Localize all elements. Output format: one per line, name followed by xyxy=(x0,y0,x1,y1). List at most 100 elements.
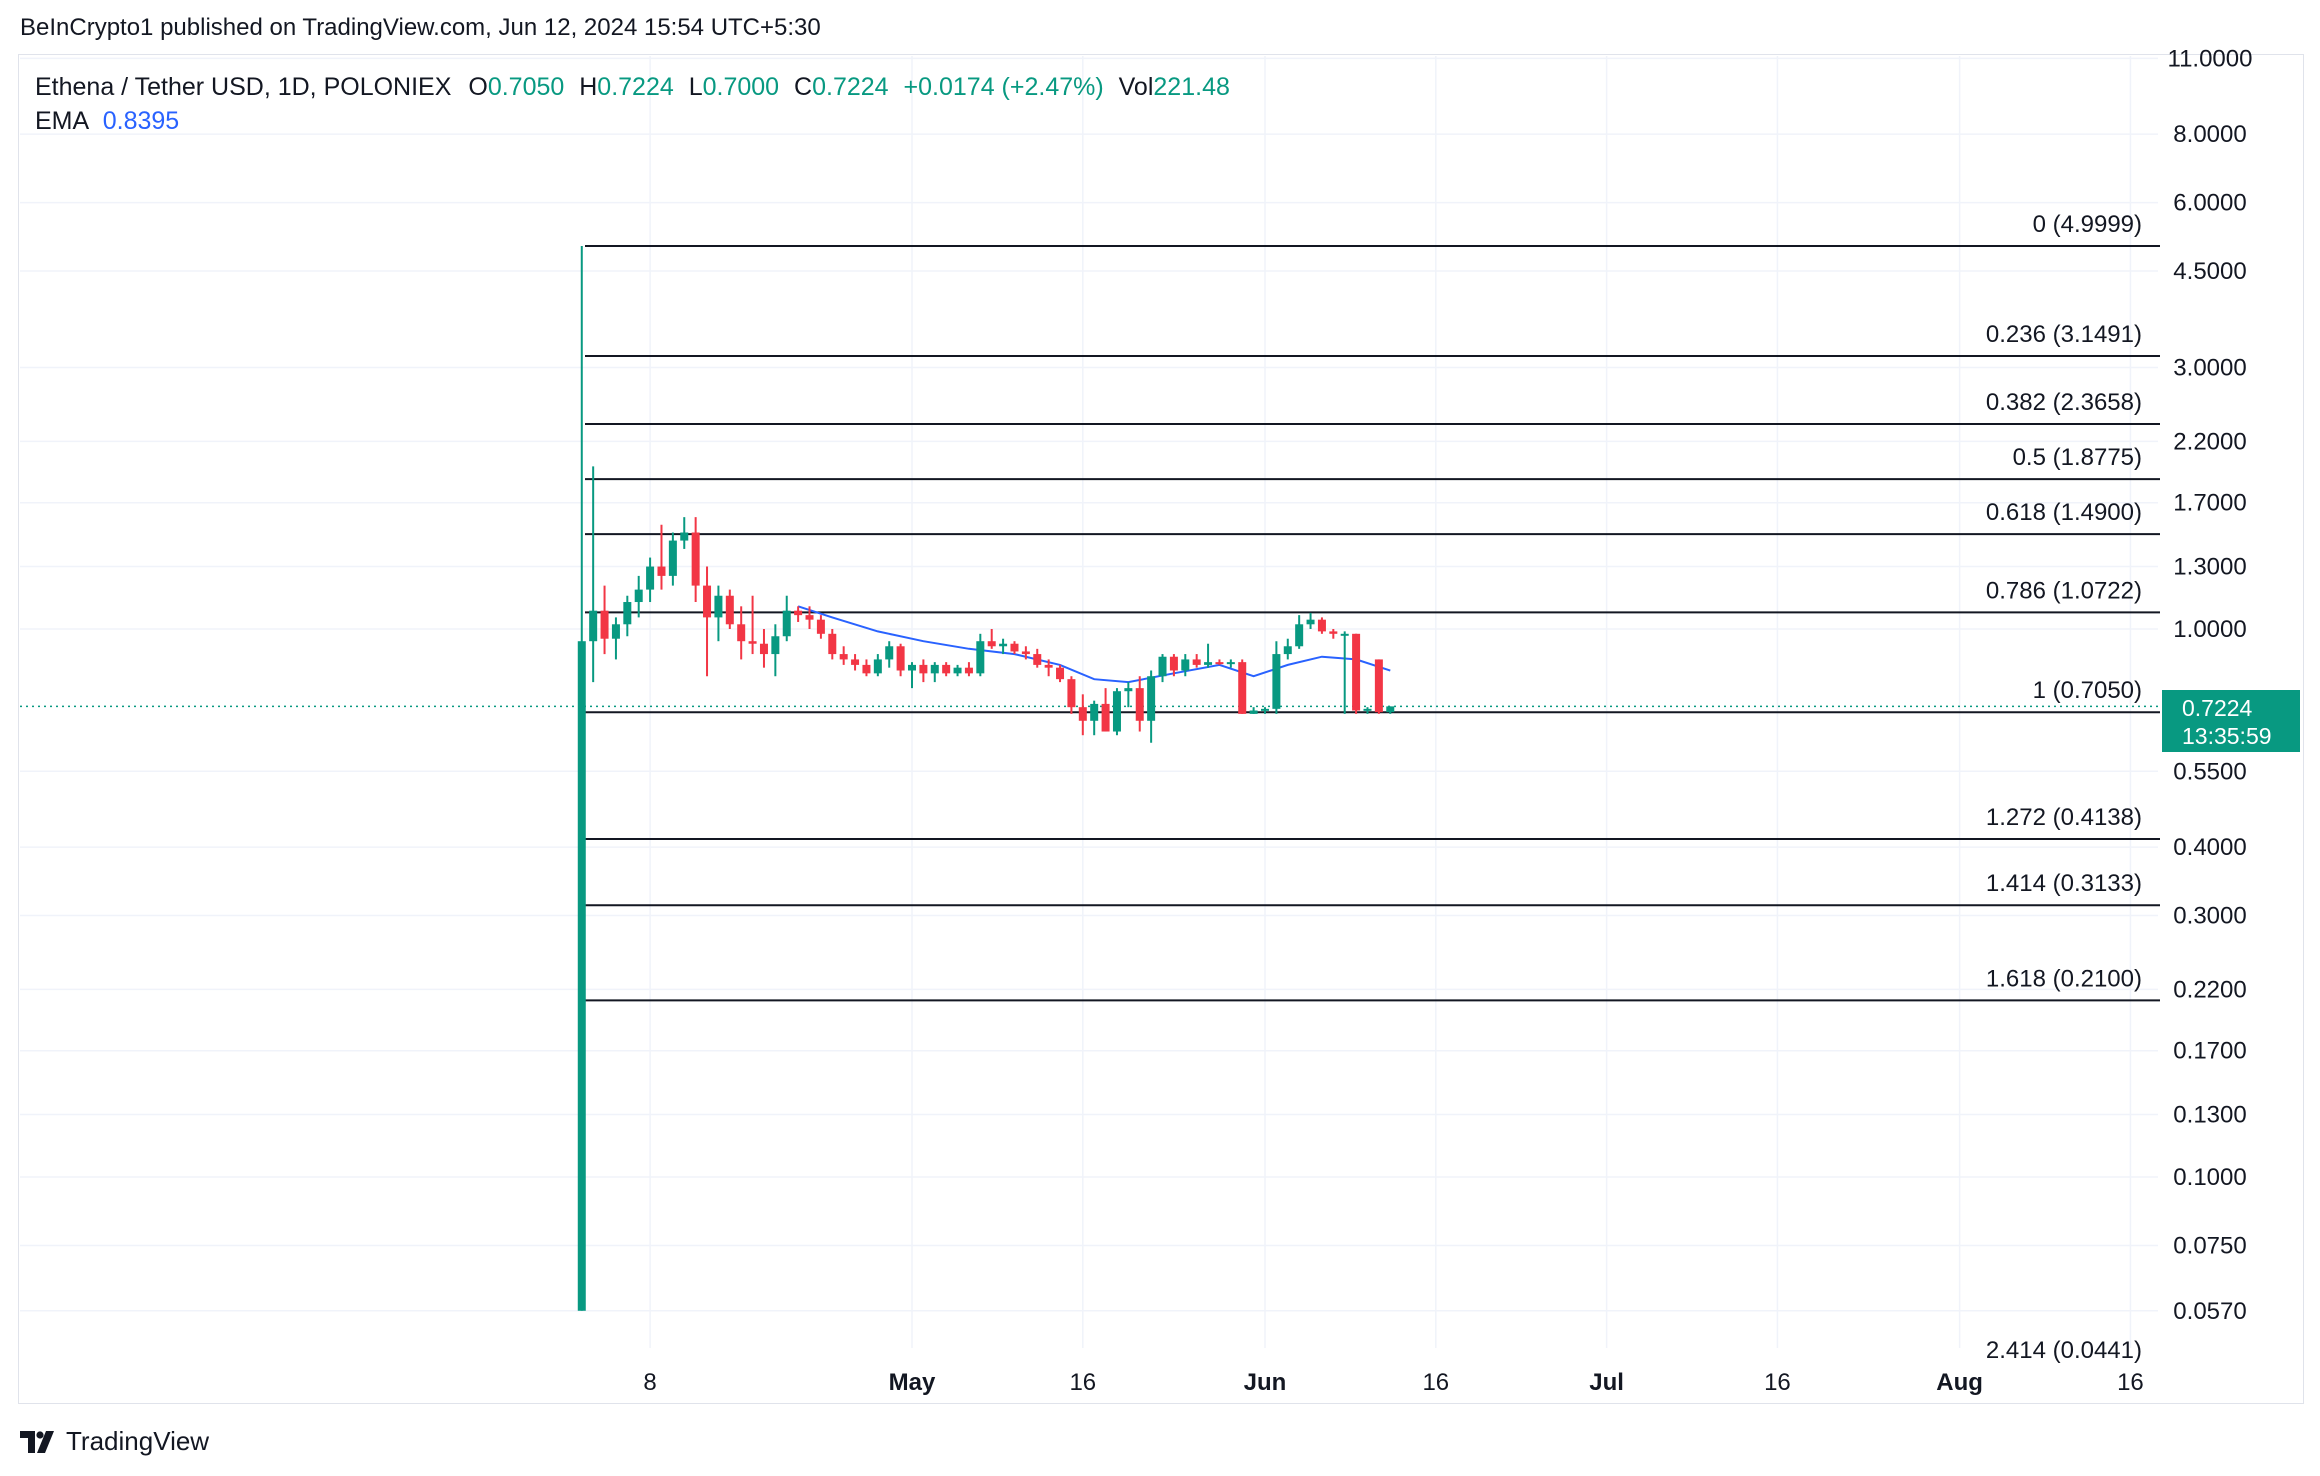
candle xyxy=(930,662,939,683)
candle-body xyxy=(680,532,689,541)
volume-value: 221.48 xyxy=(1153,73,1230,101)
candle xyxy=(1374,659,1383,714)
candle-body xyxy=(828,633,837,655)
candle xyxy=(748,595,757,655)
candle-body xyxy=(953,667,962,674)
candle-body xyxy=(1056,667,1065,680)
candle xyxy=(1340,631,1349,714)
candle-body xyxy=(908,664,916,671)
candle xyxy=(1147,670,1156,743)
candle xyxy=(919,659,928,683)
price-axis-label: 0.3000 xyxy=(2173,903,2246,930)
candle xyxy=(908,662,916,689)
low-value: 0.7000 xyxy=(702,73,780,101)
candle-body xyxy=(1352,633,1361,711)
time-axis-label: 8 xyxy=(643,1369,656,1396)
candle xyxy=(1352,633,1361,714)
symbol-label[interactable]: Ethena / Tether USD, 1D, POLONIEX xyxy=(35,73,452,101)
tradingview-brand[interactable]: TradingView xyxy=(20,1426,209,1457)
candle xyxy=(634,575,643,618)
time-axis-label: Jul xyxy=(1589,1369,1624,1396)
fib-level-label: 0.5 (1.8775) xyxy=(2013,444,2142,471)
current-price-tag: 0.7224 13:35:59 xyxy=(2162,690,2300,752)
candle-body xyxy=(782,610,791,637)
ema-layer xyxy=(797,605,1391,684)
candle xyxy=(1158,654,1167,683)
candle-body xyxy=(896,646,905,671)
low-key: L xyxy=(688,73,703,101)
candle xyxy=(805,606,814,629)
candle-body xyxy=(623,602,632,625)
candle-body xyxy=(1340,633,1349,636)
tradingview-logo-icon xyxy=(20,1430,54,1453)
candle xyxy=(737,606,746,660)
ema-value: 0.8395 xyxy=(102,107,180,135)
price-axis-label: 0.1300 xyxy=(2173,1102,2246,1129)
publish-caption: BeInCrypto1 published on TradingView.com… xyxy=(20,14,821,41)
candle-body xyxy=(794,610,803,616)
bar-countdown: 13:35:59 xyxy=(2182,723,2272,749)
candle-body xyxy=(600,610,609,639)
candle-body xyxy=(1112,691,1121,732)
fib-level-label: 0.618 (1.4900) xyxy=(1986,499,2142,526)
candle xyxy=(1135,676,1144,732)
candle xyxy=(611,617,620,660)
candle-body xyxy=(634,589,643,603)
price-axis-label: 0.4000 xyxy=(2173,834,2246,861)
candle xyxy=(816,615,825,639)
candle xyxy=(623,595,632,637)
candle xyxy=(896,643,905,677)
chart-frame xyxy=(18,54,2304,1404)
candle xyxy=(725,589,734,629)
candle-body xyxy=(1033,654,1042,665)
time-axis-label: 16 xyxy=(1069,1369,1096,1396)
high-key: H xyxy=(579,73,598,101)
candle-body xyxy=(816,619,825,634)
current-price-value: 0.7224 xyxy=(2182,695,2253,721)
candle xyxy=(1124,682,1133,708)
time-axis-label: 16 xyxy=(1764,1369,1791,1396)
candle-body xyxy=(703,585,712,618)
candle-body xyxy=(748,641,757,644)
price-axis-label: 0.0570 xyxy=(2173,1298,2246,1325)
ema-key[interactable]: EMA xyxy=(35,107,88,135)
candle-body xyxy=(999,643,1008,647)
open-key: O xyxy=(468,73,488,101)
candle-body xyxy=(1386,706,1395,713)
candle xyxy=(851,654,860,671)
candle xyxy=(771,624,780,677)
candle xyxy=(1226,659,1235,668)
candle-body xyxy=(976,641,985,674)
candle xyxy=(703,566,712,677)
price-axis-label: 0.5500 xyxy=(2173,758,2246,785)
candle-body xyxy=(1067,679,1076,708)
candle xyxy=(1101,688,1110,732)
close-key: C xyxy=(794,73,813,101)
candle xyxy=(1067,676,1076,714)
candle-body xyxy=(1169,656,1178,671)
candle-body xyxy=(1226,662,1235,665)
time-axis-label: 16 xyxy=(2117,1369,2144,1396)
candle xyxy=(1363,707,1372,714)
candle xyxy=(828,629,837,660)
chart-legend: Ethena / Tether USD, 1D, POLONIEX O0.705… xyxy=(35,70,1230,138)
candle-body xyxy=(691,532,700,586)
candle xyxy=(1010,641,1019,655)
candle-body xyxy=(589,610,598,642)
candle-body xyxy=(714,595,723,618)
time-axis-label: Aug xyxy=(1936,1369,1983,1396)
close-value: 0.7224 xyxy=(812,73,889,101)
candle-body xyxy=(964,667,973,674)
candle-body xyxy=(1272,654,1281,709)
candle-body xyxy=(577,641,586,1311)
candle xyxy=(942,662,951,677)
price-axis-label: 0.2200 xyxy=(2173,976,2246,1003)
candle xyxy=(1169,654,1178,677)
candle xyxy=(680,517,689,549)
candle xyxy=(1181,654,1190,677)
candle xyxy=(1272,641,1281,714)
candle xyxy=(1238,659,1247,714)
time-axis-label: 16 xyxy=(1422,1369,1449,1396)
candle-body xyxy=(1021,651,1030,655)
